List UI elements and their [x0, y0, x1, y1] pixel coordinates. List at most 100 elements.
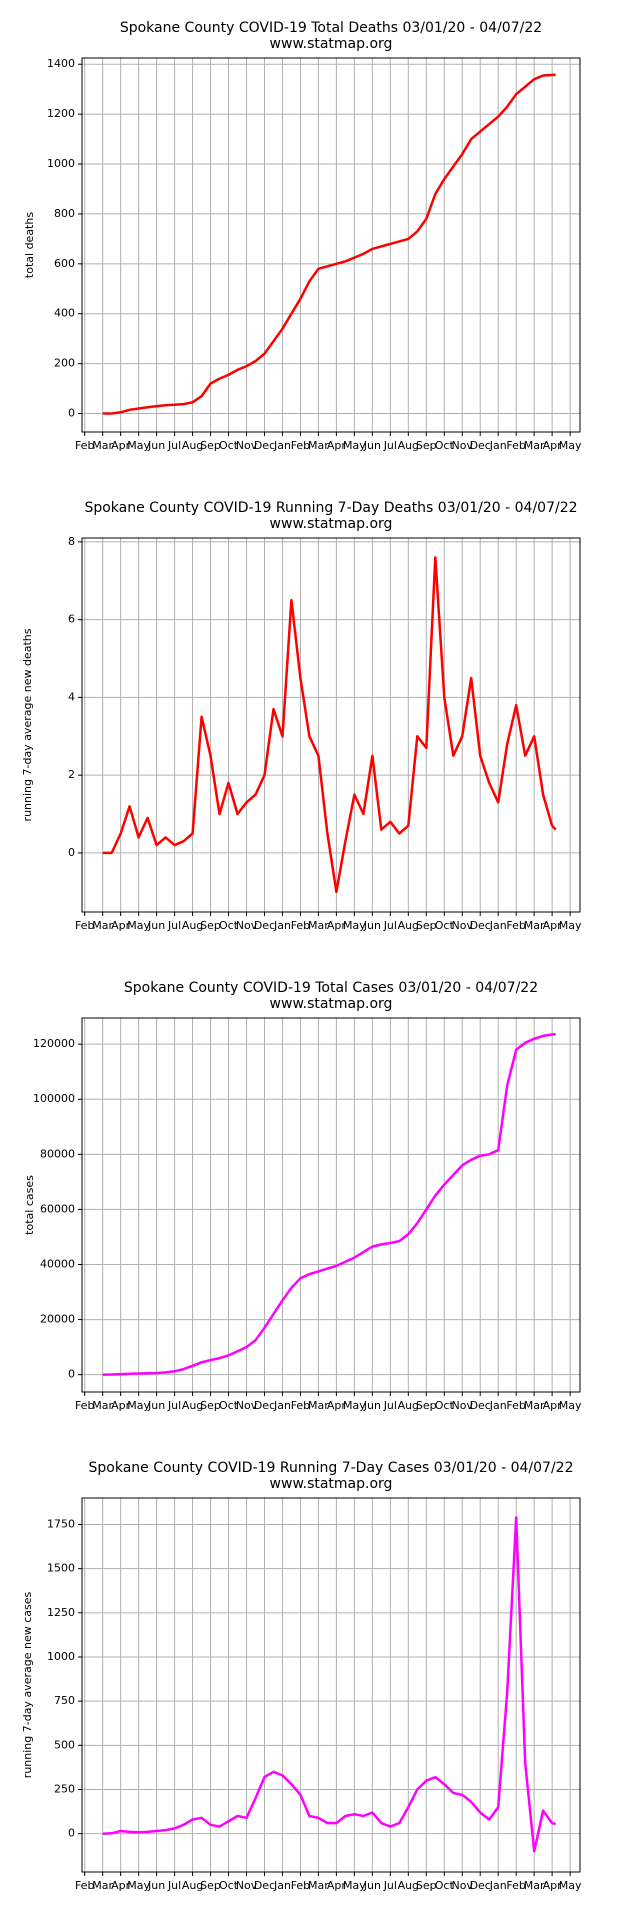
plot-frame — [81, 1497, 581, 1873]
x-tick-label: Nov — [236, 439, 258, 452]
x-tick-label: Apr — [111, 919, 131, 932]
chart-subtitle: www.statmap.org — [270, 1476, 393, 1492]
x-tick-label: Feb — [291, 439, 310, 452]
x-tick-label: Aug — [182, 919, 203, 932]
x-tick-label: Apr — [111, 439, 131, 452]
x-tick-label: May — [343, 439, 366, 452]
x-tick-label: Apr — [327, 439, 347, 452]
x-tick-label: Jun — [363, 919, 381, 932]
x-tick-label: Sep — [416, 919, 437, 932]
x-tick-label: Oct — [219, 1879, 239, 1892]
x-tick-label: Nov — [452, 439, 474, 452]
y-tick-label: 600 — [54, 257, 75, 270]
chart-title: Spokane County COVID-19 Total Deaths 03/… — [120, 20, 542, 36]
y-tick-label: 750 — [54, 1694, 75, 1707]
x-tick-label: Jul — [383, 919, 397, 932]
x-tick-label: Feb — [291, 1879, 310, 1892]
y-tick-label: 4 — [68, 690, 75, 703]
y-tick-label: 400 — [54, 307, 75, 320]
y-tick-label: 1250 — [47, 1606, 75, 1619]
x-tick-label: May — [559, 1879, 582, 1892]
y-tick-label: 80000 — [40, 1147, 75, 1160]
y-tick-label: 100000 — [33, 1092, 75, 1105]
chart-subtitle: www.statmap.org — [270, 996, 393, 1012]
x-tick-label: Mar — [308, 919, 329, 932]
x-tick-label: Apr — [327, 1879, 347, 1892]
x-tick-label: Sep — [416, 1879, 437, 1892]
x-tick-label: Mar — [308, 1879, 329, 1892]
x-tick-label: Jan — [273, 919, 291, 932]
x-tick-label: Dec — [254, 919, 275, 932]
data-line — [102, 556, 557, 894]
x-tick-label: Apr — [543, 439, 563, 452]
x-tick-label: Aug — [182, 1879, 203, 1892]
x-tick-label: Feb — [506, 439, 525, 452]
x-tick-label: Oct — [435, 439, 455, 452]
x-tick-label: May — [343, 919, 366, 932]
x-tick-label: Aug — [398, 919, 419, 932]
x-tick-label: Feb — [75, 919, 94, 932]
y-tick-label: 200 — [54, 357, 75, 370]
x-tick-label: Jan — [489, 1879, 507, 1892]
x-tick-label: Feb — [75, 1399, 94, 1412]
x-tick-label: Aug — [182, 439, 203, 452]
x-tick-label: Nov — [236, 919, 258, 932]
y-tick-label: 1200 — [47, 107, 75, 120]
x-tick-label: May — [127, 1399, 150, 1412]
x-tick-label: Dec — [470, 439, 491, 452]
x-tick-label: Aug — [182, 1399, 203, 1412]
x-tick-label: Mar — [308, 1399, 329, 1412]
y-tick-label: 1500 — [47, 1562, 75, 1575]
x-tick-label: Jul — [383, 1879, 397, 1892]
y-tick-label: 0 — [68, 1827, 75, 1840]
x-tick-label: Dec — [254, 1879, 275, 1892]
y-tick-label: 60000 — [40, 1202, 75, 1215]
x-tick-label: Mar — [92, 439, 113, 452]
x-tick-label: May — [127, 1879, 150, 1892]
y-tick-label: 0 — [68, 407, 75, 420]
x-tick-label: Nov — [236, 1399, 258, 1412]
y-axis-label: total deaths — [23, 212, 36, 278]
y-axis-label: running 7-day average new cases — [21, 1592, 34, 1779]
chart-title: Spokane County COVID-19 Running 7-Day Ca… — [89, 1460, 574, 1476]
x-tick-label: Dec — [470, 919, 491, 932]
y-tick-label: 1000 — [47, 1650, 75, 1663]
x-tick-label: Jul — [167, 1399, 181, 1412]
x-tick-label: May — [343, 1399, 366, 1412]
x-tick-label: Oct — [435, 1879, 455, 1892]
x-tick-label: Nov — [452, 919, 474, 932]
x-tick-label: Mar — [524, 439, 545, 452]
x-tick-label: Jun — [147, 1399, 165, 1412]
x-tick-label: Dec — [470, 1879, 491, 1892]
x-tick-label: Jan — [489, 439, 507, 452]
chart-title: Spokane County COVID-19 Total Cases 03/0… — [124, 980, 538, 996]
x-tick-label: Nov — [452, 1879, 474, 1892]
chart-title: Spokane County COVID-19 Running 7-Day De… — [84, 500, 577, 516]
x-tick-label: Jan — [489, 919, 507, 932]
x-tick-label: Mar — [92, 1879, 113, 1892]
x-tick-label: Jul — [167, 919, 181, 932]
x-tick-label: Jul — [167, 1879, 181, 1892]
x-tick-label: Apr — [543, 919, 563, 932]
x-tick-label: Feb — [75, 1879, 94, 1892]
x-tick-label: Dec — [470, 1399, 491, 1412]
y-tick-label: 800 — [54, 207, 75, 220]
x-tick-label: Jun — [147, 439, 165, 452]
y-tick-label: 1750 — [47, 1517, 75, 1530]
x-tick-label: May — [559, 439, 582, 452]
x-tick-label: Oct — [219, 919, 239, 932]
data-line — [102, 73, 556, 415]
y-tick-label: 0 — [68, 1368, 75, 1381]
x-tick-label: Feb — [506, 1879, 525, 1892]
data-line — [102, 1516, 556, 1853]
x-tick-label: Jun — [363, 1879, 381, 1892]
plot-area — [82, 1018, 580, 1392]
x-tick-label: Aug — [398, 439, 419, 452]
x-tick-label: Sep — [200, 919, 221, 932]
x-tick-label: Jul — [383, 439, 397, 452]
x-tick-label: Sep — [416, 1399, 437, 1412]
y-tick-label: 1000 — [47, 157, 75, 170]
x-tick-label: May — [343, 1879, 366, 1892]
x-tick-label: Aug — [398, 1879, 419, 1892]
